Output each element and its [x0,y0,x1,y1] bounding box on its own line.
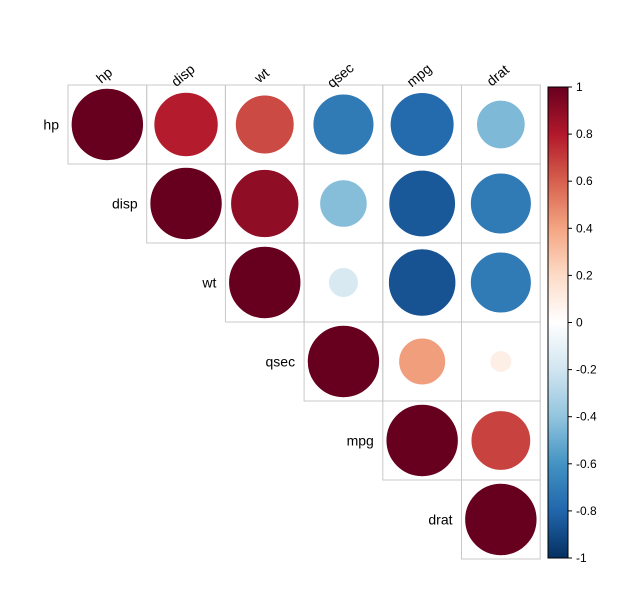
colorbar-tick-label: 1 [576,80,583,94]
col-label-wt: wt [250,64,272,86]
corr-circle-mpg-mpg [385,404,459,477]
colorbar-tick-label: -0.2 [576,363,597,377]
grid-cell-drat-drat [461,479,541,560]
corr-circle-mpg-drat [470,410,531,471]
row-label-drat: drat [428,512,452,528]
corr-circle-hp-wt [235,94,295,155]
row-label-hp: hp [43,117,59,133]
corr-circle-wt-mpg [388,248,457,317]
col-label-hp: hp [93,64,115,86]
corr-circle-disp-mpg [388,170,456,237]
corr-circle-drat-drat [464,483,538,556]
corr-circle-qsec-drat [489,350,512,373]
corr-circle-disp-disp [149,167,223,240]
colorbar-tick-label: 0.2 [576,268,593,282]
row-label-qsec: qsec [266,354,296,370]
corr-circle-disp-drat [470,172,532,235]
corr-circle-wt-qsec [328,267,359,298]
corr-circle-qsec-mpg [398,337,446,386]
corr-circle-qsec-qsec [307,325,380,398]
corr-circle-hp-drat [476,100,526,149]
corr-circle-wt-drat [470,251,532,314]
colorbar-tick-label: 0.4 [576,221,593,235]
corr-circle-hp-qsec [312,93,375,156]
colorbar-gradient [547,86,569,559]
circles [71,88,538,556]
corr-circle-disp-wt [230,169,300,238]
row-label-disp: disp [112,196,138,212]
corr-circle-disp-qsec [319,179,368,228]
corr-circle-hp-hp [71,88,144,161]
colorbar-tick-label: -0.4 [576,410,597,424]
colorbar-tick-label: 0 [576,316,583,330]
colorbar-tick-label: -0.8 [576,504,597,518]
col-label-mpg: mpg [403,60,434,90]
colorbar-tick-label: 0.8 [576,127,593,141]
grid [67,84,541,560]
row-label-mpg: mpg [347,433,374,449]
col-label-qsec: qsec [324,60,357,91]
colorbar-tick-label: -1 [576,551,587,565]
corr-circle-hp-disp [153,92,219,157]
corr-circle-wt-wt [228,246,302,319]
colorbar-tick-label: -0.6 [576,457,597,471]
row-label-wt: wt [201,275,216,291]
corr-circle-hp-mpg [390,92,455,157]
colorbar-tick-label: 0.6 [576,174,593,188]
colorbar: 1 0.8 0.6 0.4 0.2 0 -0.2 -0.4 -0.6 -0.8 -1 [547,80,597,565]
